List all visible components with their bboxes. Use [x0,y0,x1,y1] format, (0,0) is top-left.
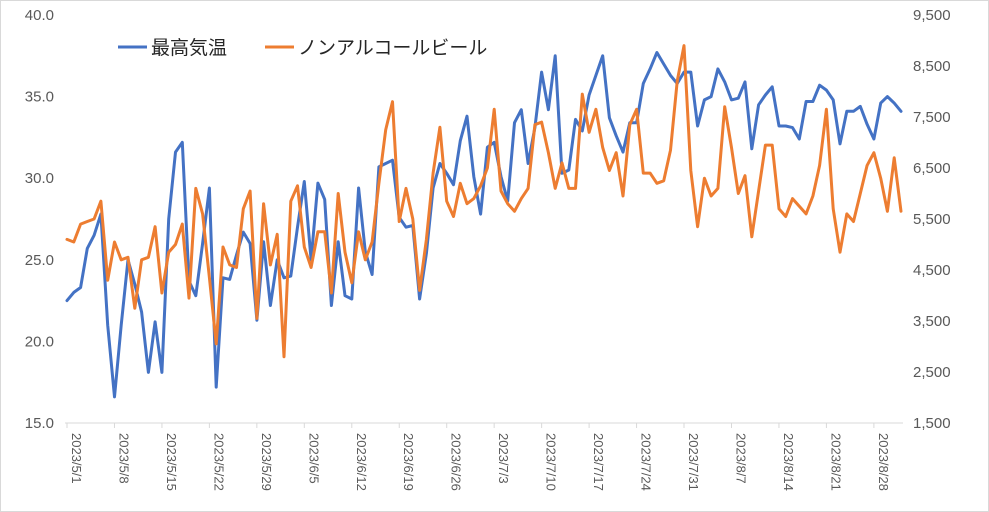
x-tick-label: 2023/5/29 [259,433,274,491]
y-left-tick-label: 40.0 [25,7,54,24]
y-left-tick-label: 30.0 [25,170,54,187]
x-tick-label: 2023/5/22 [211,433,226,491]
x-tick-label: 2023/6/5 [306,433,321,484]
y-right-tick-label: 7,500 [913,109,951,126]
x-tick-label: 2023/7/3 [496,433,511,484]
legend: 最高気温 ノンアルコールビール [118,37,487,59]
x-tick-label: 2023/7/17 [591,433,606,491]
x-tick-label: 2023/8/21 [828,433,843,491]
legend-label-beer: ノンアルコールビール [298,37,487,59]
y-left-tick-label: 15.0 [25,415,54,432]
left-axis-ticks: 15.0 20.0 25.0 30.0 35.0 40.0 [25,7,54,432]
x-tick-label: 2023/6/26 [449,433,464,491]
x-axis-ticks: 2023/5/1 2023/5/8 2023/5/15 2023/5/22 2023/5… [66,423,891,491]
y-right-tick-label: 8,500 [913,58,951,75]
y-left-tick-label: 20.0 [25,333,54,350]
x-tick-label: 2023/8/7 [733,433,748,484]
y-right-tick-label: 3,500 [913,313,951,330]
x-tick-label: 2023/7/10 [544,433,559,491]
right-axis-ticks: 1,500 2,500 3,500 4,500 5,500 6,500 7,500 8,500… [913,7,951,432]
y-right-tick-label: 6,500 [913,160,951,177]
x-tick-label: 2023/5/8 [116,433,131,484]
y-right-tick-label: 4,500 [913,262,951,279]
legend-label-temp: 最高気温 [151,37,227,59]
series-lines [65,44,903,399]
y-right-tick-label: 5,500 [913,211,951,228]
x-tick-label: 2023/7/24 [639,433,654,491]
y-left-tick-label: 35.0 [25,89,54,106]
x-tick-label: 2023/7/31 [686,433,701,491]
x-tick-label: 2023/5/1 [69,433,84,484]
x-tick-label: 2023/8/28 [876,433,891,491]
y-left-tick-label: 25.0 [25,252,54,269]
x-tick-label: 2023/6/12 [354,433,369,491]
y-right-tick-label: 1,500 [913,415,951,432]
series-line-beer [65,44,903,359]
x-tick-label: 2023/8/14 [781,433,796,491]
y-right-tick-label: 2,500 [913,364,951,381]
x-tick-label: 2023/5/15 [164,433,179,491]
y-right-tick-label: 9,500 [913,7,951,24]
x-tick-label: 2023/6/19 [401,433,416,491]
